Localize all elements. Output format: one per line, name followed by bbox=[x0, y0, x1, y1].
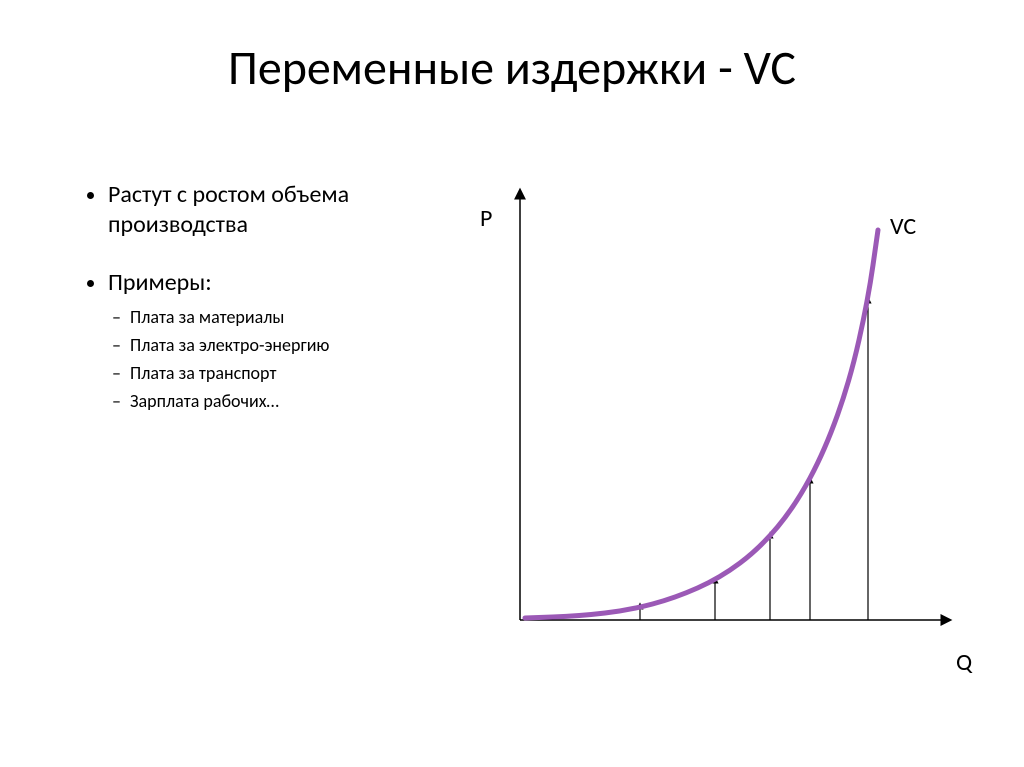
bullet-list: Растут с ростом объема производства Прим… bbox=[80, 180, 460, 444]
slide: Переменные издержки - VC Растут с ростом… bbox=[0, 0, 1024, 767]
bullet-item: Примеры: Плата за материалы Плата за эле… bbox=[108, 268, 460, 416]
slide-title: Переменные издержки - VC bbox=[0, 38, 1024, 97]
sub-bullet-item: Плата за материалы bbox=[130, 304, 460, 332]
x-axis-label: Q bbox=[956, 648, 972, 677]
sub-bullet-item: Плата за транспорт bbox=[130, 360, 460, 388]
curve-label: VC bbox=[890, 212, 916, 241]
chart-svg bbox=[460, 170, 980, 670]
sub-bullet-item: Зарплата рабочих… bbox=[130, 388, 460, 416]
bullet-label: Примеры: bbox=[108, 268, 212, 297]
y-axis-label: P bbox=[480, 204, 492, 233]
bullet-item: Растут с ростом объема производства bbox=[108, 180, 460, 240]
sub-bullet-item: Плата за электро-энергию bbox=[130, 332, 460, 360]
vc-chart: P VC Q bbox=[460, 170, 980, 670]
